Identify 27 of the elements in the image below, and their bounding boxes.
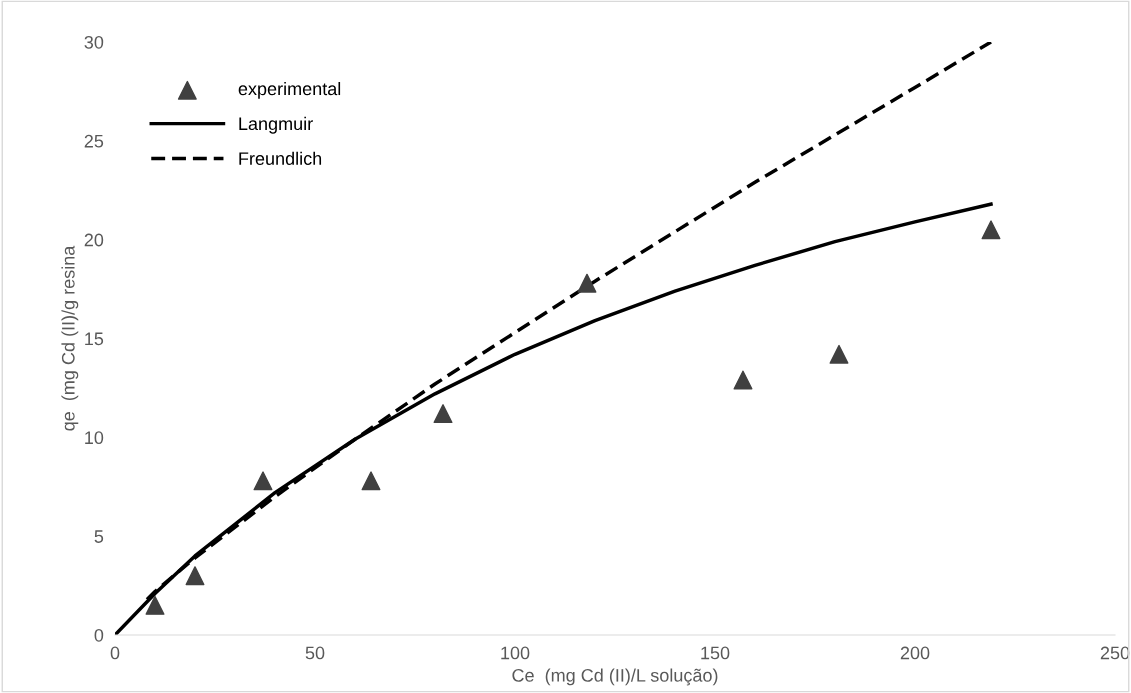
- x-tick-label: 0: [110, 646, 120, 660]
- y-tick-label: 0: [94, 628, 104, 642]
- point: [185, 566, 205, 586]
- point: [577, 273, 597, 293]
- x-tick-label: 200: [900, 646, 930, 660]
- y-tick-label: 10: [85, 431, 104, 445]
- legend-label: Freundlich: [239, 151, 322, 166]
- legend-label: experimental: [238, 81, 341, 99]
- y-tick-label: 5: [94, 530, 104, 543]
- point: [981, 220, 1001, 240]
- y-tick-label: 15: [85, 332, 104, 346]
- x-tick-label: 250: [1100, 646, 1130, 660]
- x-tick-label: 100: [501, 646, 530, 660]
- y-axis-title: qe (mg Cd (II)/g resina: [61, 245, 79, 431]
- x-tick-label: 50: [305, 646, 325, 660]
- point: [145, 595, 165, 615]
- legend-label: Langmuir: [239, 116, 313, 134]
- x-tick-label: 150: [701, 646, 730, 660]
- point: [733, 370, 753, 390]
- point: [829, 344, 849, 364]
- point: [433, 404, 453, 424]
- y-tick-label: 20: [84, 233, 104, 247]
- point: [361, 471, 381, 491]
- y-tick-label: 30: [84, 35, 104, 49]
- y-tick-label: 25: [84, 134, 104, 148]
- x-axis-title: Ce (mg Cd (II)/L solução): [512, 668, 718, 686]
- point: [253, 471, 273, 491]
